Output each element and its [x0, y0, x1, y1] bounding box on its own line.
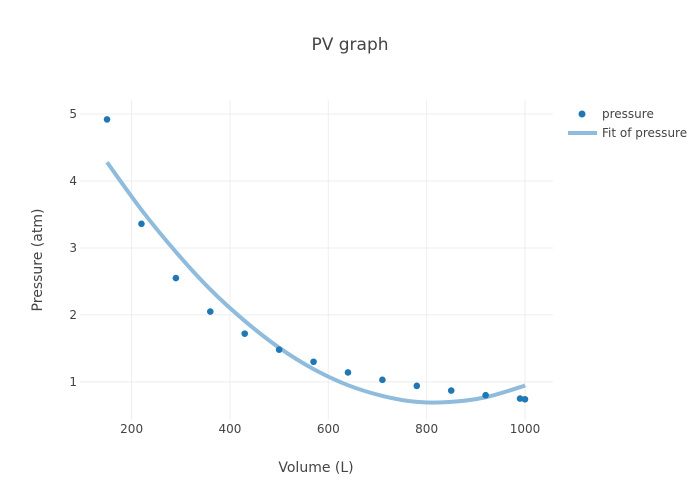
legend-item-pressure[interactable]: pressure: [578, 107, 654, 121]
y-tick-label: 4: [69, 174, 77, 188]
grid: [80, 100, 553, 420]
series-layer: [103, 116, 529, 405]
x-tick-label: 200: [120, 422, 143, 436]
legend-marker-pressure: [578, 110, 586, 118]
data-point: [310, 358, 317, 366]
x-tick-label: 800: [415, 422, 438, 436]
y-tick-label: 2: [69, 308, 77, 322]
y-tick-label: 3: [69, 241, 77, 255]
y-tick-label: 5: [69, 107, 77, 121]
y-axis-label: Pressure (atm): [30, 209, 46, 312]
data-point: [138, 220, 145, 228]
chart-title: PV graph: [311, 35, 388, 55]
data-point: [521, 395, 529, 403]
data-point: [206, 308, 214, 315]
legend-label-pressure: pressure: [602, 107, 654, 121]
data-point: [482, 391, 489, 399]
x-tick-label: 600: [317, 422, 340, 436]
data-point: [447, 387, 455, 394]
data-point: [103, 116, 111, 123]
legend-item-fit[interactable]: Fit of pressure: [568, 126, 687, 140]
y-tick-label: 1: [69, 375, 77, 389]
data-point: [172, 274, 180, 282]
data-point: [413, 382, 421, 390]
y-tick-labels: 1 2 3 4 5: [69, 107, 77, 389]
x-axis-label: Volume (L): [278, 460, 353, 476]
fit-line: [105, 161, 527, 405]
legend-label-fit: Fit of pressure: [602, 126, 687, 140]
x-tick-label: 1000: [510, 422, 541, 436]
data-point: [379, 376, 386, 384]
data-point: [516, 395, 524, 402]
x-tick-label: 400: [219, 422, 242, 436]
x-tick-labels: 200 400 600 800 1000: [120, 422, 540, 436]
data-point: [275, 346, 283, 354]
data-point: [241, 330, 249, 337]
legend[interactable]: pressure Fit of pressure: [568, 107, 687, 140]
data-point: [344, 369, 352, 376]
